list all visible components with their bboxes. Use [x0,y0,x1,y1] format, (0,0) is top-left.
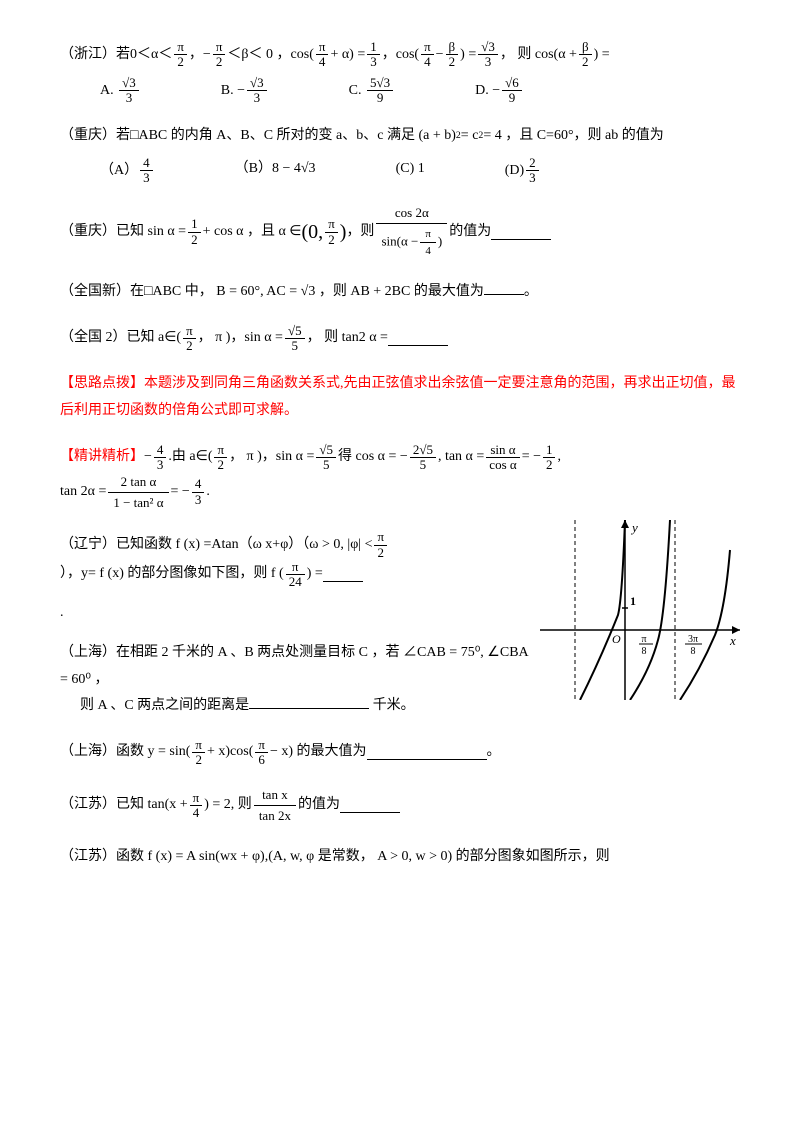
problem-national-new: （全国新）在□ABC 中， B = 60°, AC = √3 ，则 AB + 2… [60,279,740,306]
solution-block: 【精讲精析】 − 43 .由 a∈( π2 ， π )，sin α = √55 … [60,443,740,513]
svg-text:8: 8 [691,646,696,657]
answer-blank [249,694,369,709]
problem-zhejiang: （浙江）若 0＜α＜ π2 ， − π2 ＜β＜ 0 ， cos( π4 + α… [60,40,740,105]
choice-b: （B）8 − 4√3 [235,156,316,186]
problem-chongqing-1: （重庆）若□ABC 的内角 A、B、C 所对的变 a、b、c 满足 (a + b… [60,123,740,185]
choice-c: (C) 1 [396,156,425,186]
problem-jiangsu-2: （江苏）函数 f (x) = A sin(wx + φ),(A, w, φ 是常… [60,844,740,871]
problem-shanghai-2: （上海）函数 y = sin( π2 + x)cos( π6 − x) 的最大值… [60,738,740,768]
choice-d: D. −√69 [475,76,524,106]
big-fraction: cos 2α sin(α −π4) [376,203,447,261]
choice-b: B. −√33 [221,76,269,106]
answer-blank [340,798,400,813]
solution-label: 【精讲精析】 [60,444,144,471]
hint-block: 【思路点拨】本题涉及到同角三角函数关系式,先由正弦值求出余弦值一定要注意角的范围… [60,371,740,424]
choice-a: A. √33 [100,76,141,106]
problem-chongqing-2: （重庆）已知 sin α = 12 + cos α ，且 α ∈ (0, π2 … [60,203,740,261]
choice-row: A. √33 B. −√33 C. 5√39 D. −√69 [100,76,740,106]
svg-text:y: y [630,520,638,535]
answer-blank [484,280,524,295]
source-tag: （浙江）若 [60,42,130,69]
answer-blank [491,225,551,240]
function-graph: x y O 1 π 8 3π 8 [540,520,740,711]
svg-text:x: x [729,633,736,648]
answer-blank [388,331,448,346]
svg-text:π: π [641,634,646,645]
fraction: π2 [174,40,187,70]
choice-c: C. 5√39 [349,76,395,106]
choice-d: (D)23 [505,156,541,186]
svg-text:1: 1 [630,594,636,608]
answer-blank [323,567,363,582]
svg-text:8: 8 [642,646,647,657]
problem-national-2: （全国 2）已知 a∈( π2 ， π )，sin α = √55 ， 则 ta… [60,324,740,354]
choice-row: （A）43 （B）8 − 4√3 (C) 1 (D)23 [100,156,740,186]
svg-text:O: O [612,632,621,646]
choice-a: （A）43 [100,156,155,186]
problem-jiangsu-1: （江苏）已知 tan(x + π4 ) = 2, 则 tan xtan 2x 的… [60,785,740,825]
problem-liaoning: （辽宁）已知函数 f (x) =Atan（ω x+φ）（ω > 0, |φ| <… [60,530,532,589]
svg-text:3π: 3π [688,634,698,645]
answer-blank [367,745,487,760]
